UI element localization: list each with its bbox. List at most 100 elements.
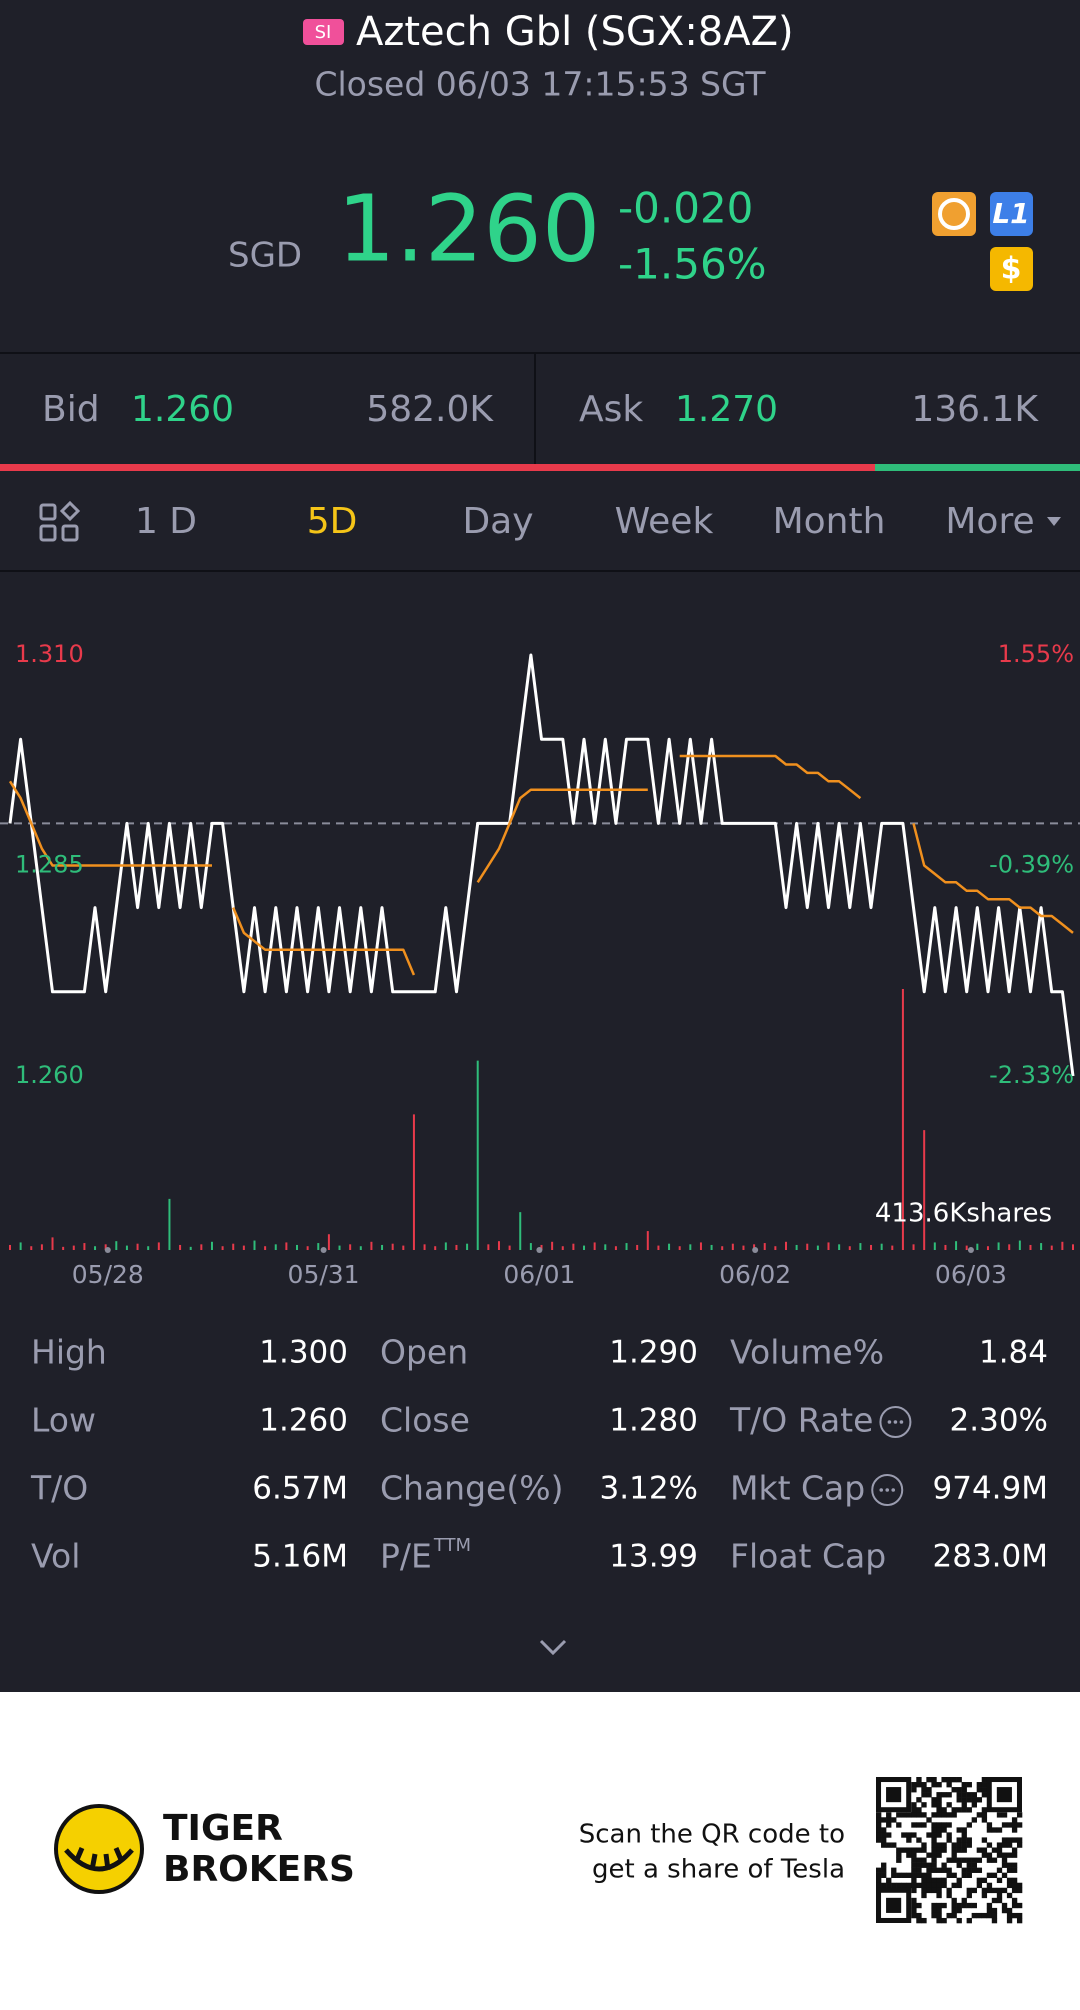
qr-cell — [941, 1777, 947, 1783]
qr-cell — [1001, 1872, 1008, 1878]
qr-cell — [911, 1912, 917, 1919]
stat-label: Low — [31, 1401, 96, 1440]
qr-cell — [906, 1812, 912, 1818]
qr-cell — [941, 1827, 947, 1833]
qr-cell — [936, 1912, 942, 1919]
qr-cell — [916, 1882, 922, 1889]
qr-cell — [876, 1817, 882, 1823]
qr-cell — [1011, 1912, 1018, 1919]
qr-finder-core — [886, 1897, 902, 1913]
qr-cell — [876, 1872, 882, 1878]
qr-cell — [926, 1787, 932, 1793]
qr-cell — [926, 1832, 932, 1838]
qr-cell — [956, 1857, 962, 1863]
tab[interactable]: Day — [462, 501, 533, 542]
qr-cell — [936, 1807, 942, 1813]
qr-cell — [876, 1882, 882, 1889]
qr-cell — [971, 1867, 977, 1873]
tab-active[interactable]: 5D — [307, 501, 358, 542]
qr-finder — [986, 1776, 1023, 1813]
qr-cell — [981, 1847, 988, 1853]
qr-cell — [976, 1877, 983, 1884]
tab[interactable]: 1 D — [135, 501, 197, 542]
icon-dollar[interactable] — [990, 247, 1033, 291]
qr-cell — [916, 1912, 922, 1919]
qr-cell — [961, 1787, 967, 1793]
qr-cell — [916, 1857, 922, 1863]
qr-cell — [916, 1807, 922, 1813]
qr-cell — [911, 1907, 917, 1914]
qr-cell — [971, 1857, 977, 1863]
qr-cell — [936, 1792, 942, 1798]
qr-cell — [921, 1842, 927, 1848]
qr-cell — [1011, 1867, 1018, 1873]
change: -0.020 — [618, 184, 753, 233]
qr-cell — [936, 1917, 942, 1924]
stat-value: 2.30% — [950, 1403, 1048, 1439]
qr-cell — [996, 1877, 1003, 1884]
qr-cell — [941, 1807, 947, 1813]
qr-cell — [921, 1862, 927, 1868]
qr-cell — [931, 1877, 937, 1884]
qr-cell — [956, 1907, 962, 1914]
qr-cell — [986, 1912, 993, 1919]
layout-icon[interactable] — [39, 500, 81, 542]
qr-cell — [881, 1817, 887, 1823]
qr-cell — [986, 1822, 993, 1828]
stat-value: 3.12% — [600, 1471, 698, 1507]
qr-cell — [876, 1837, 882, 1843]
tab[interactable]: More — [945, 501, 1034, 542]
tab[interactable]: Month — [773, 501, 886, 542]
qr-cell — [916, 1822, 922, 1828]
expand-chevron[interactable] — [539, 1639, 567, 1656]
qr-cell — [926, 1872, 932, 1878]
badge-text: SI — [315, 22, 332, 43]
qr-cell — [941, 1842, 947, 1848]
x-tick-label: 06/03 — [935, 1260, 1007, 1289]
qr-cell — [911, 1847, 917, 1853]
qr-cell — [936, 1842, 942, 1848]
qr-cell — [981, 1892, 988, 1899]
qr-cell — [996, 1892, 1003, 1899]
qr-cell — [921, 1887, 927, 1894]
qr-cell — [946, 1812, 952, 1818]
stat-label: Volume% — [730, 1333, 884, 1372]
x-tick-label: 05/28 — [72, 1260, 144, 1289]
qr-cell — [916, 1837, 922, 1843]
qr-cell — [881, 1832, 887, 1838]
qr-cell — [901, 1832, 907, 1838]
change-pct: -1.56% — [618, 240, 767, 289]
qr-cell — [906, 1872, 912, 1878]
qr-cell — [961, 1827, 967, 1833]
qr-cell — [916, 1812, 922, 1818]
info-icon[interactable] — [879, 1406, 912, 1438]
tab[interactable]: Week — [615, 501, 714, 542]
chart: 413.6Kshares 1.310 1.285 1.260 1.55% -0.39% -2… — [0, 640, 1080, 1289]
qr-cell — [1001, 1852, 1008, 1858]
qr-cell — [936, 1797, 942, 1803]
info-dot — [893, 1420, 898, 1424]
qr-cell — [911, 1852, 917, 1858]
price: 1.260 — [337, 175, 600, 282]
qr-cell — [956, 1917, 962, 1924]
info-icon[interactable] — [871, 1474, 904, 1506]
dropdown-arrow — [1047, 517, 1061, 526]
qr-cell — [891, 1842, 897, 1848]
qr-cell — [896, 1857, 902, 1863]
qr-cell — [921, 1812, 927, 1818]
qr-cell — [991, 1887, 998, 1894]
volume-label: 413.6Kshares — [875, 1199, 1052, 1229]
info-dot — [887, 1420, 892, 1424]
qr-cell — [1001, 1842, 1008, 1848]
x-tick — [320, 1247, 327, 1253]
qr-cell — [961, 1897, 967, 1904]
y-tick-label: 1.260 — [15, 1061, 84, 1089]
qr-cell — [991, 1912, 998, 1919]
qr-cell — [921, 1857, 927, 1863]
x-tick-label: 06/02 — [719, 1260, 791, 1289]
qr-cell — [996, 1897, 1003, 1904]
qr-cell — [886, 1812, 892, 1818]
brand: BROKERS — [163, 1849, 355, 1890]
icon-l1[interactable] — [990, 192, 1033, 236]
price-line — [8, 653, 1075, 1077]
